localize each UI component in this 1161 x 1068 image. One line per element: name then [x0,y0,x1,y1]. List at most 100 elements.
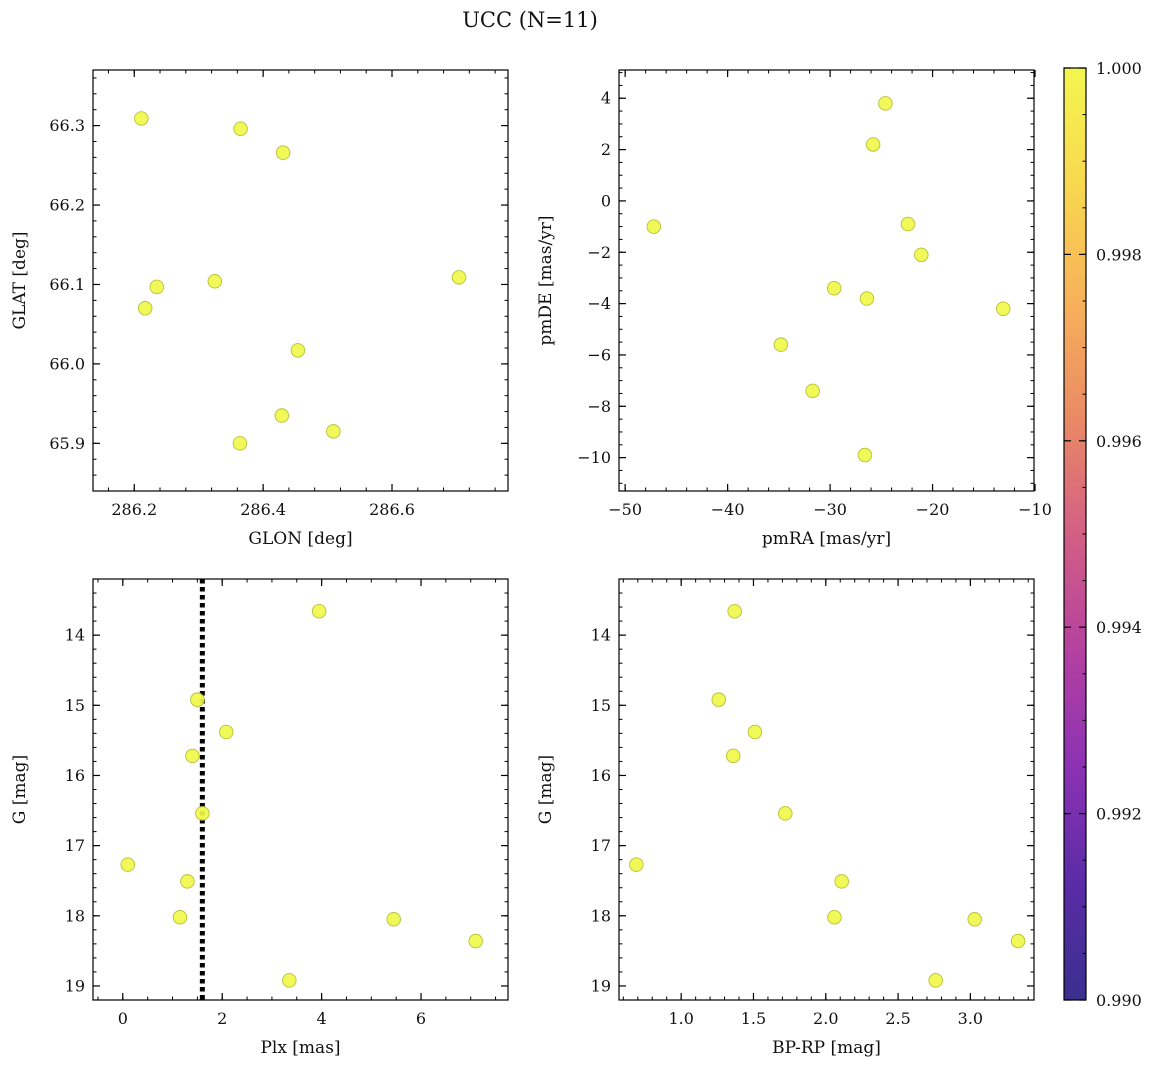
data-point [137,301,153,316]
panel-plx-g: 0 2 4 6 14 15 16 17 18 19 Plx [mas] G [mag] [10,578,509,1058]
x-tick-label: 2.0 [813,1009,838,1028]
data-point [180,874,195,889]
y-tick-label: 66.3 [49,116,85,135]
data-point [826,280,842,296]
axes-frame [618,578,1035,1001]
data-point [232,436,248,451]
y-axis-label: G [mag] [536,755,556,824]
x-tick-label: 0 [118,1009,128,1028]
y-tick-label: 14 [65,626,85,645]
data-point [275,145,291,160]
y-axis-label: pmDE [mas/yr] [536,215,556,345]
x-tick-label: 4 [317,1009,327,1028]
data-point [914,247,929,263]
x-tick-label: 6 [416,1009,426,1028]
data-point [747,724,763,740]
data-point [834,874,849,889]
data-point [207,274,223,289]
colorbar-tick-label: 1.000 [1096,59,1142,78]
x-tick-label: 286.4 [240,500,286,519]
data-point [827,909,842,925]
y-tick-label: 0 [601,191,611,210]
x-axis-label: Plx [mas] [260,1038,340,1058]
panel-glon-glat: 286.2 286.4 286.6 65.9 66.0 66.1 66.2 66.3 GLON … [10,69,509,549]
y-axis-label: GLAT [deg] [10,231,30,329]
data-point [725,748,741,764]
y-tick-label: 66.2 [49,196,85,215]
data-point [218,724,234,740]
y-tick-label: 18 [65,906,85,925]
x-axis-label: GLON [deg] [248,529,352,549]
data-point [857,447,873,463]
data-point [290,343,306,358]
data-point [646,219,662,234]
data-point [468,933,483,949]
data-point [727,604,742,619]
x-axis-label: pmRA [mas/yr] [762,529,891,549]
x-tick-label: 3.0 [958,1009,983,1028]
y-tick-label: −10 [577,448,611,467]
data-point [190,692,205,707]
data-point [134,111,149,126]
data-point [711,692,727,707]
y-tick-label: 15 [65,696,85,715]
data-point [900,216,916,232]
y-tick-label: 16 [591,766,611,785]
data-point [967,912,982,927]
axes-frame [618,69,1035,492]
y-tick-label: −2 [587,243,611,262]
data-point [185,748,200,764]
data-point [773,337,789,352]
axes-frame [92,578,509,1001]
colorbar-tick-label: 0.998 [1096,245,1142,264]
y-tick-label: −8 [587,397,611,416]
data-point [805,383,820,399]
data-point [120,857,136,872]
y-tick-label: 19 [591,976,611,995]
data-point [195,806,210,821]
x-tick-label: −40 [711,500,745,519]
data-point [326,424,341,439]
x-tick-label: 1.0 [668,1009,693,1028]
x-tick-label: 2.5 [885,1009,910,1028]
x-tick-label: 286.2 [111,500,157,519]
data-point [233,121,248,137]
panels: 286.2 286.4 286.6 65.9 66.0 66.1 66.2 66.3 GLON … [10,69,1052,1058]
x-tick-label: −30 [813,500,847,519]
y-tick-label: 17 [591,836,611,855]
data-point [859,291,875,306]
data-point [778,806,793,821]
data-point [865,137,881,152]
y-tick-label: −6 [587,345,611,364]
data-point [311,604,327,619]
y-tick-label: 15 [591,696,611,715]
y-tick-label: 17 [65,836,85,855]
y-tick-label: −4 [587,294,611,313]
y-tick-label: 18 [591,906,611,925]
figure-title: UCC (N=11) [462,8,598,32]
y-tick-label: 4 [601,89,611,108]
colorbar: 0.990 0.992 0.994 0.996 0.998 1.000 [1063,59,1142,1010]
data-point [878,96,893,111]
axes-frame [92,69,509,492]
x-tick-label: −50 [608,500,642,519]
y-tick-label: 16 [65,766,85,785]
data-point [149,279,165,295]
colorbar-tick-label: 0.992 [1096,805,1142,824]
data-point [1010,933,1026,949]
data-point [282,973,297,988]
y-tick-label: 66.1 [49,275,85,294]
y-tick-label: 65.9 [49,434,85,453]
x-tick-label: −20 [916,500,950,519]
panel-bprp-g: 1.0 1.5 2.0 2.5 3.0 14 15 16 17 18 19 BP-RP [mag] G … [536,578,1035,1058]
colorbar-tick-label: 0.996 [1096,432,1142,451]
data-point [172,909,188,925]
y-tick-label: 2 [601,140,611,159]
data-point [274,408,290,423]
data-point [629,857,644,872]
x-tick-label: −10 [1018,500,1052,519]
data-point [451,270,467,285]
y-tick-label: 19 [65,976,85,995]
